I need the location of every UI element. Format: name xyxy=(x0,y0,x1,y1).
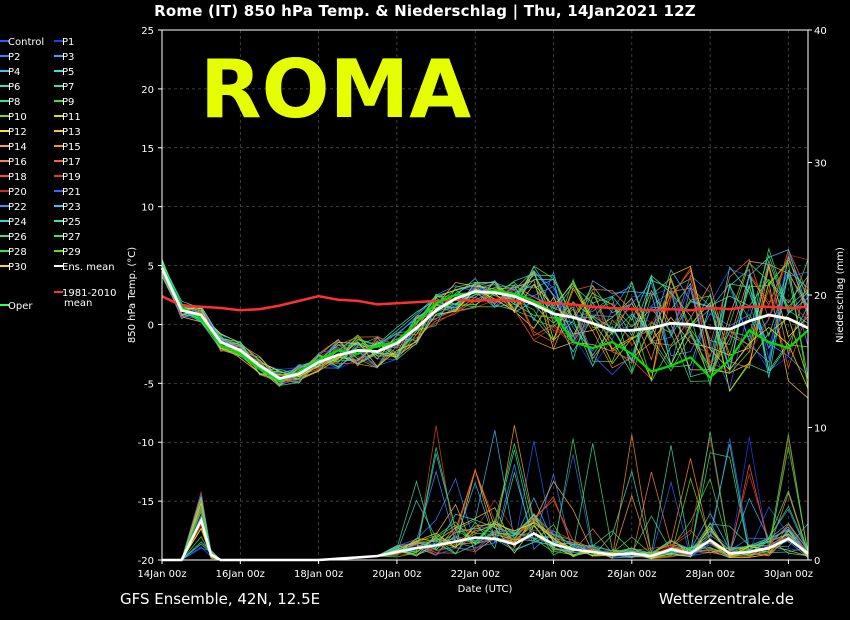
x-tick-label: 24Jan 00z xyxy=(529,569,578,580)
legend-label: P20 xyxy=(8,187,27,198)
legend-label: 1981-2010 xyxy=(62,288,117,299)
legend-label: P11 xyxy=(62,112,81,123)
legend-label: Oper xyxy=(8,301,33,312)
y-tick-label: 20 xyxy=(141,85,154,96)
legend-label: P16 xyxy=(8,157,27,168)
legend-label: P4 xyxy=(8,67,20,78)
legend-label: P8 xyxy=(8,97,20,108)
legend-label: P15 xyxy=(62,142,81,153)
legend-label: P10 xyxy=(8,112,27,123)
x-tick-label: 14Jan 00z xyxy=(137,569,186,580)
y-tick-label: -10 xyxy=(138,438,154,449)
x-tick-label: 18Jan 00z xyxy=(294,569,343,580)
x-tick-label: 26Jan 00z xyxy=(607,569,656,580)
legend-label: P2 xyxy=(8,52,20,63)
x-axis-label: Date (UTC) xyxy=(458,584,513,595)
y-tick-label: 10 xyxy=(141,203,154,214)
y2-tick-label: 30 xyxy=(814,159,827,170)
legend-label: P23 xyxy=(62,202,81,213)
legend-label: P13 xyxy=(62,127,81,138)
legend-label: P17 xyxy=(62,157,81,168)
y-tick-label: -20 xyxy=(138,556,154,567)
legend-label: P7 xyxy=(62,82,74,93)
legend-label: mean xyxy=(64,298,92,309)
y2-tick-label: 20 xyxy=(814,291,827,302)
y-tick-label: 15 xyxy=(141,144,154,155)
climate-mean-line xyxy=(161,294,809,312)
legend-label: P22 xyxy=(8,202,27,213)
y-tick-label: 25 xyxy=(141,26,154,37)
legend-label: Control xyxy=(8,37,44,48)
y2-tick-label: 0 xyxy=(814,556,820,567)
legend-label: P12 xyxy=(8,127,27,138)
legend-label: P14 xyxy=(8,142,27,153)
legend-label: P21 xyxy=(62,187,81,198)
legend-label: Ens. mean xyxy=(62,262,115,273)
legend-label: P27 xyxy=(62,232,81,243)
temp-member-line xyxy=(161,261,809,389)
legend-label: P5 xyxy=(62,67,74,78)
y-tick-label: -5 xyxy=(144,379,154,390)
site-credit: Wetterzentrale.de xyxy=(658,590,794,608)
chart-title: Rome (IT) 850 hPa Temp. & Niederschlag |… xyxy=(154,2,696,20)
legend-label: P28 xyxy=(8,247,27,258)
x-tick-label: 16Jan 00z xyxy=(216,569,265,580)
legend-label: P19 xyxy=(62,172,81,183)
y2-tick-label: 40 xyxy=(814,26,827,37)
x-tick-label: 22Jan 00z xyxy=(451,569,500,580)
legend-label: P24 xyxy=(8,217,27,228)
city-overlay-label: ROMA xyxy=(200,43,471,136)
y-tick-label: 0 xyxy=(148,320,154,331)
legend: Control P1 P2 P3 P4 P5 P6 P7 P8 P9 P10 P11 P12 P13 P14… xyxy=(0,37,117,312)
legend-label: P18 xyxy=(8,172,27,183)
legend-label: P6 xyxy=(8,82,20,93)
y-tick-label: -15 xyxy=(138,497,154,508)
x-tick-label: 28Jan 00z xyxy=(685,569,734,580)
model-info: GFS Ensemble, 42N, 12.5E xyxy=(120,590,321,608)
y2-axis-label: Niederschlag (mm) xyxy=(835,247,846,343)
legend-label: P1 xyxy=(62,37,74,48)
y-axis-label: 850 hPa Temp. (°C) xyxy=(127,247,138,343)
legend-label: P9 xyxy=(62,97,74,108)
x-tick-label: 20Jan 00z xyxy=(372,569,421,580)
y-tick-label: 5 xyxy=(148,262,154,273)
y2-tick-label: 10 xyxy=(814,424,827,435)
legend-label: P30 xyxy=(8,262,27,273)
legend-label: P26 xyxy=(8,232,27,243)
x-tick-label: 30Jan 00z xyxy=(764,569,813,580)
ens-mean-temp-line xyxy=(160,267,809,381)
legend-label: P3 xyxy=(62,52,74,63)
legend-label: P29 xyxy=(62,247,81,258)
legend-label: P25 xyxy=(62,217,81,228)
